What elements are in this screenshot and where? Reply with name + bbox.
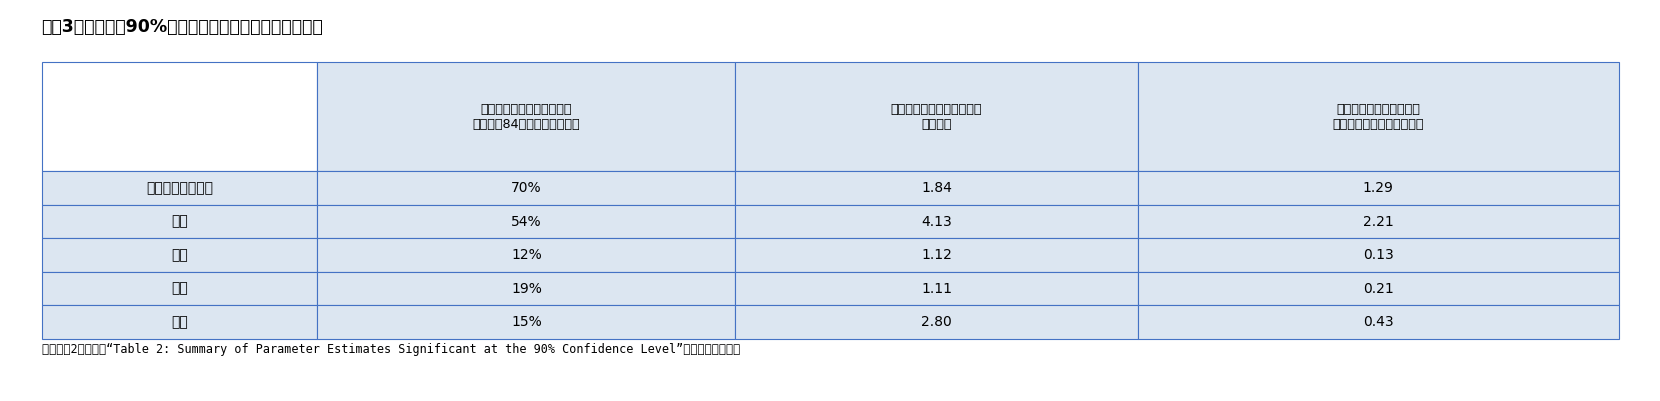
Text: 0.21: 0.21 [1363,282,1393,296]
Text: 図表3．信頼水準90%で有意なパラメータ推定のまとめ: 図表3．信頼水準90%で有意なパラメータ推定のまとめ [42,18,324,36]
Text: 1.12: 1.12 [921,248,951,262]
Text: 54%: 54% [511,215,541,229]
Text: 高温: 高温 [171,282,188,296]
Text: 1.11: 1.11 [921,282,951,296]
Text: 2.21: 2.21 [1363,215,1393,229]
Text: エクスポージャー: エクスポージャー [146,181,212,195]
Text: 強風: 強風 [171,315,188,329]
Text: 4.13: 4.13 [921,215,951,229]
Text: 統計的に有意ではない地
域・月も含む全体の平均値: 統計的に有意ではない地 域・月も含む全体の平均値 [1333,103,1424,131]
Text: 70%: 70% [511,181,541,195]
Text: 15%: 15% [511,315,541,329]
Text: 降水: 降水 [171,215,188,229]
Text: ※　注訢2の資料の“Table 2: Summary of Parameter Estimates Significant at the 90% Confide: ※ 注訢2の資料の“Table 2: Summary of Parameter … [42,343,740,356]
Text: 12%: 12% [511,248,541,262]
Text: 0.43: 0.43 [1363,315,1393,329]
Text: 統計的に有意な地域・月の
割合（全84地域・月のうち）: 統計的に有意な地域・月の 割合（全84地域・月のうち） [473,103,581,131]
Text: 低温: 低温 [171,248,188,262]
Text: 2.80: 2.80 [921,315,951,329]
Text: 0.13: 0.13 [1363,248,1393,262]
Text: 1.84: 1.84 [921,181,951,195]
Text: 19%: 19% [511,282,541,296]
Text: 1.29: 1.29 [1363,181,1393,195]
Text: 統計的に有意な値について
の平均値: 統計的に有意な値について の平均値 [891,103,983,131]
